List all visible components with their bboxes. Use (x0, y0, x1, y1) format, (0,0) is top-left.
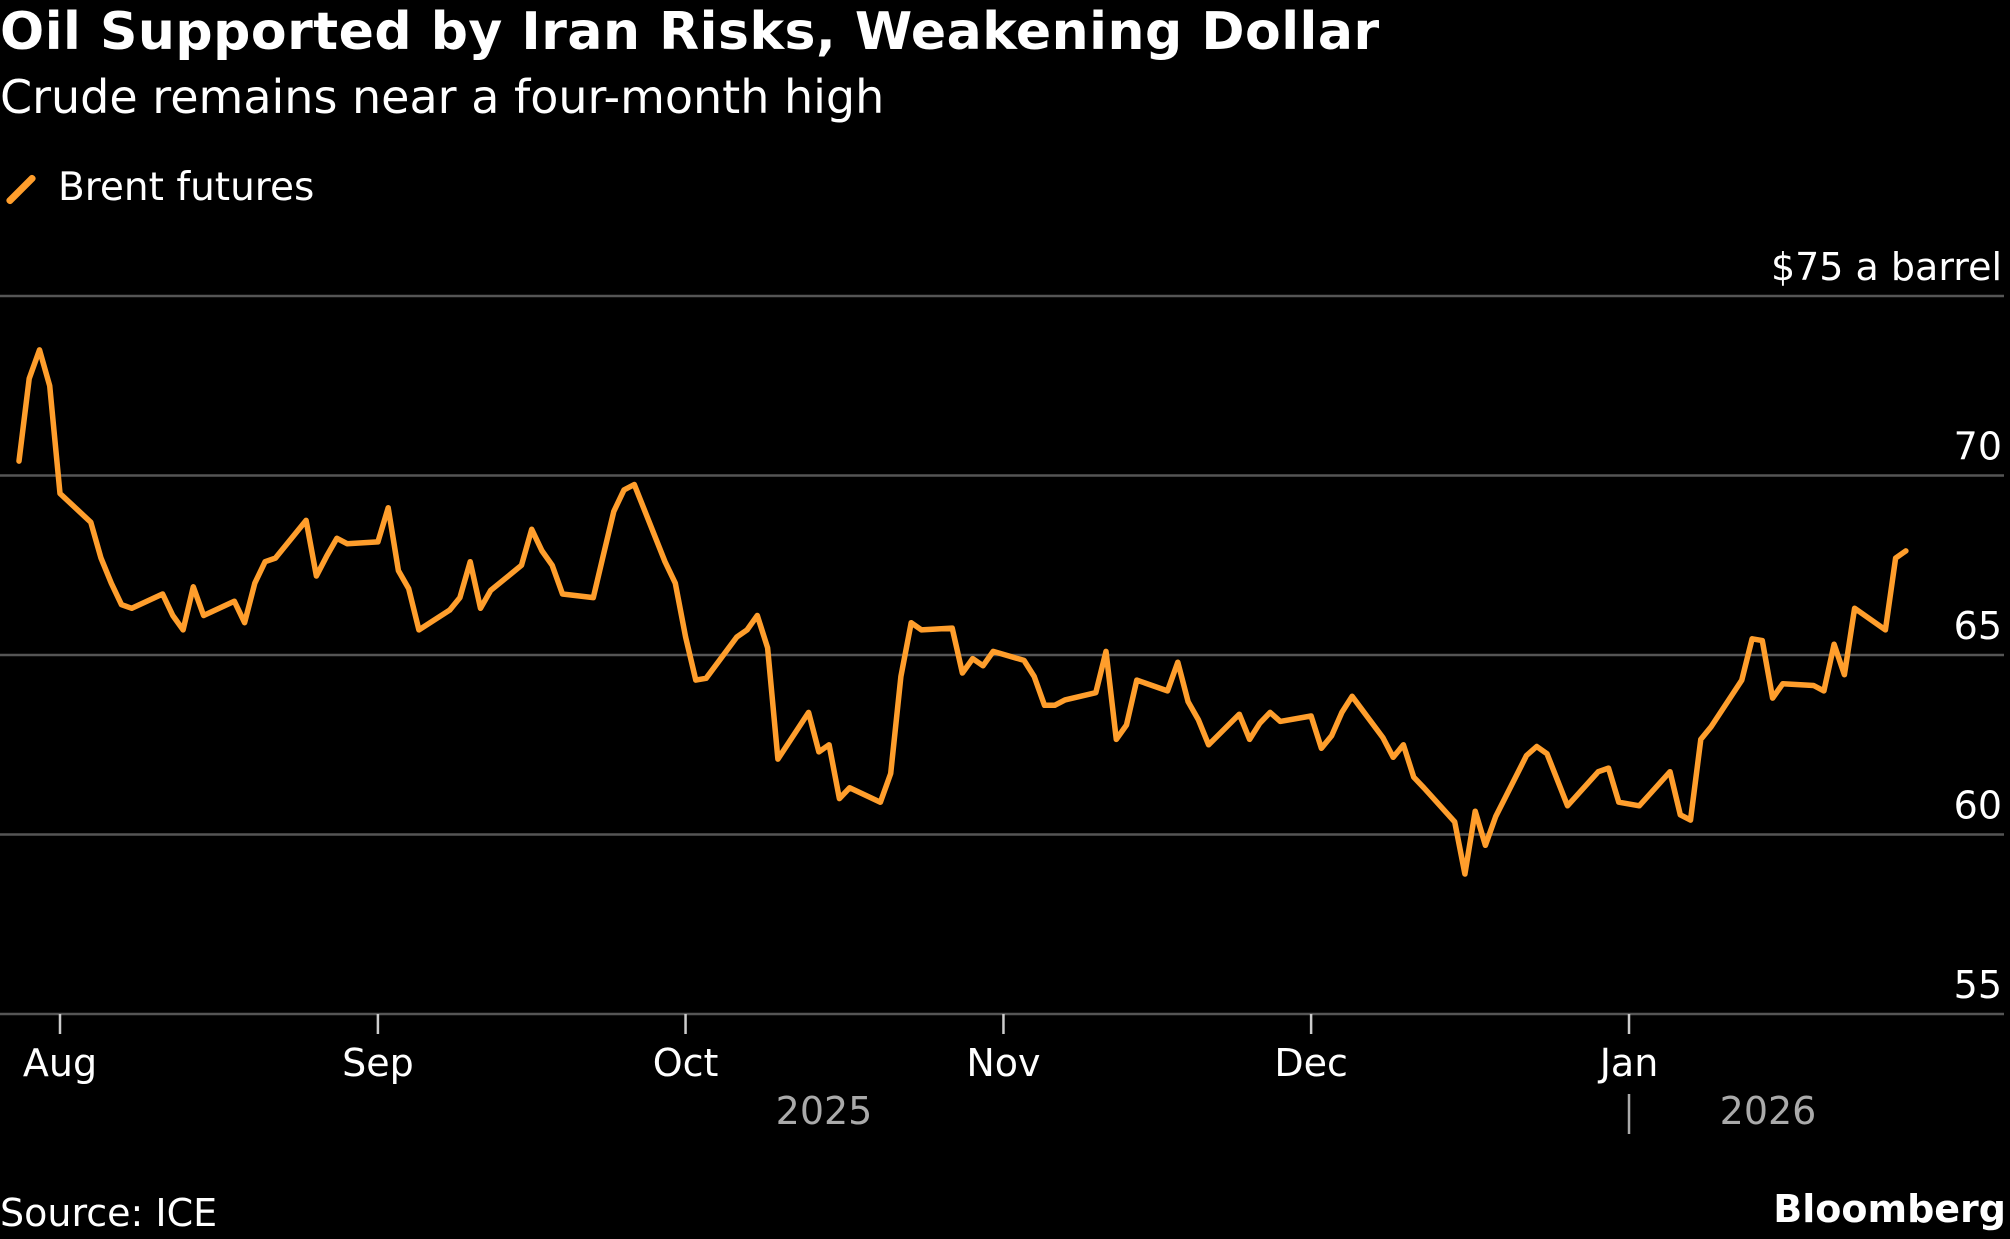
x-tick-label: Nov (966, 1041, 1040, 1085)
source-note: Source: ICE (0, 1191, 218, 1235)
legend: Brent futures (0, 165, 314, 210)
year-label: 2026 (1720, 1089, 1817, 1133)
x-tick-label: Dec (1274, 1041, 1348, 1085)
y-tick-label: 70 (1954, 425, 2002, 469)
y-tick-label: 55 (1954, 963, 2002, 1007)
x-axis: Aug Sep Oct Nov Dec Jan 2025 2026 (23, 1014, 1816, 1134)
legend-label: Brent futures (58, 165, 315, 210)
y-tick-label: 65 (1954, 604, 2002, 648)
brent-futures-line (16, 347, 1909, 877)
chart-title: Oil Supported by Iran Risks, Weakening D… (0, 2, 1380, 62)
chart-subtitle: Crude remains near a four-month high (0, 70, 885, 124)
x-tick-label: Aug (23, 1041, 97, 1085)
x-tick-label: Sep (342, 1041, 414, 1085)
y-tick-label: 60 (1954, 784, 2002, 828)
legend-swatch-icon (0, 171, 34, 205)
x-tick-label: Oct (653, 1041, 719, 1085)
bloomberg-logo: Bloomberg (1773, 1187, 2006, 1231)
year-label: 2025 (776, 1089, 873, 1133)
grid: 55 60 65 70 $75 a barrel (0, 245, 2004, 1016)
y-tick-label: $75 a barrel (1771, 245, 2002, 289)
x-tick-label: Jan (1598, 1041, 1659, 1085)
